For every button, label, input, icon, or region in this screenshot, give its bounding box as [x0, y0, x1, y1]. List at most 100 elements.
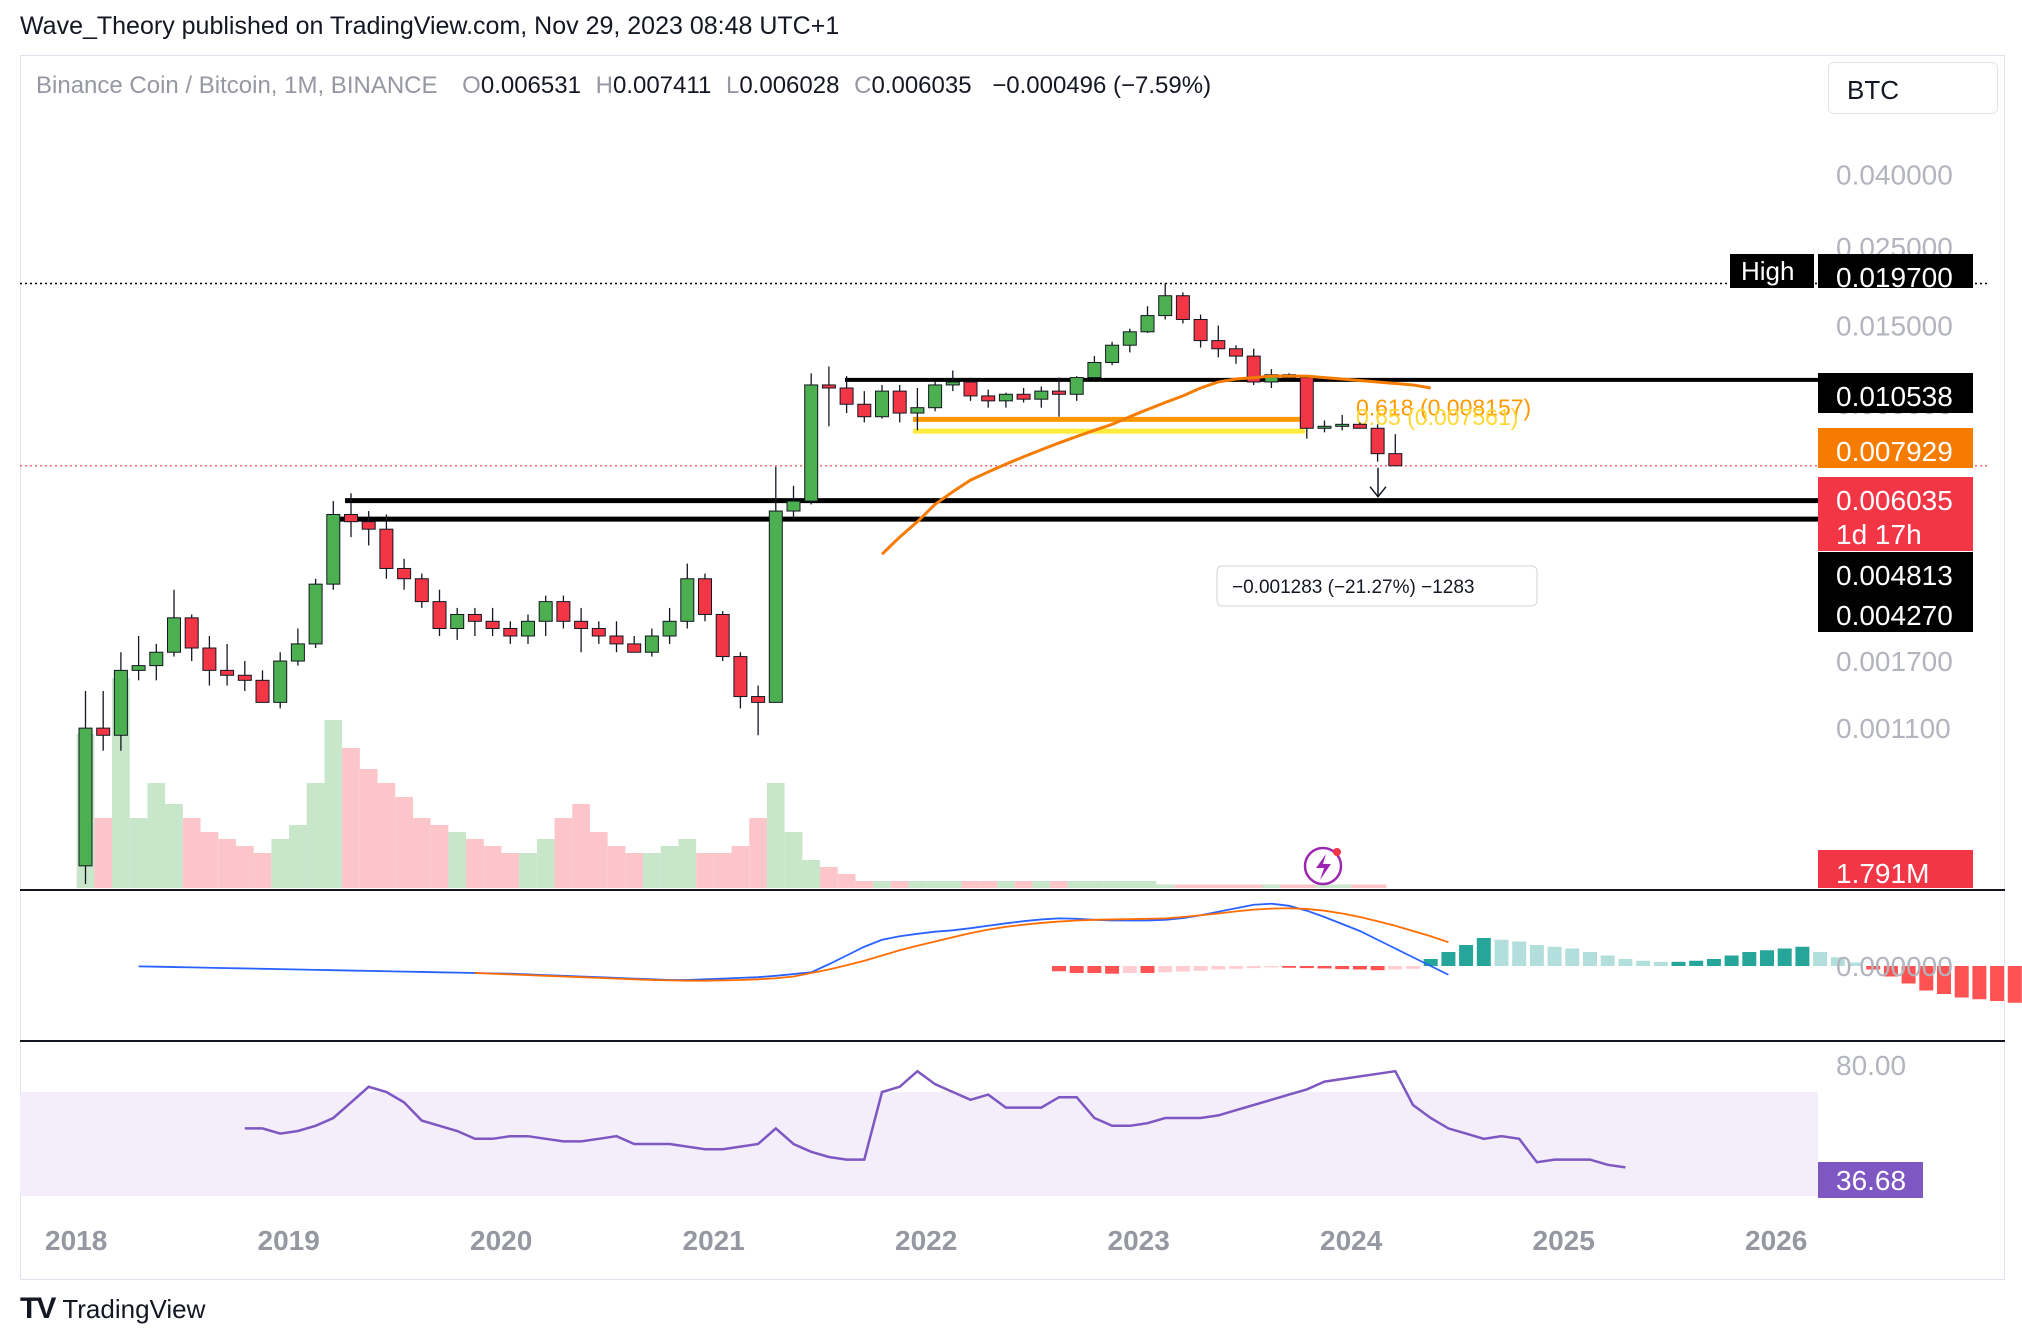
rsi-axis-label: 80.00: [1836, 1050, 1906, 1081]
candle-down: [857, 403, 872, 418]
current-price-badge: 1d 17h: [1836, 519, 1922, 550]
chart-frame: [20, 55, 2005, 1280]
candle-down: [591, 627, 606, 637]
volume-bar: [1209, 884, 1228, 888]
volume-bar: [1014, 881, 1033, 888]
candle-down: [397, 567, 412, 580]
volume-bar: [501, 853, 520, 888]
volume-bar: [342, 748, 360, 888]
candle-down: [1175, 295, 1190, 320]
candle-up: [1034, 390, 1049, 400]
macd-histogram-bar: [1653, 961, 1668, 966]
macd-signal-line: [474, 907, 1449, 982]
candle-down: [574, 620, 589, 629]
candle-down: [202, 647, 217, 671]
candle-up: [1105, 344, 1120, 363]
volume-bar: [696, 853, 714, 888]
volume-bar: [678, 839, 697, 888]
candle-up: [1317, 425, 1332, 429]
macd-histogram-bar: [1689, 960, 1704, 966]
volume-bar: [731, 846, 750, 888]
currency-button[interactable]: BTC: [1828, 62, 1998, 114]
candle-up: [1122, 331, 1137, 346]
macd-histogram-bar: [1175, 966, 1190, 972]
macd-histogram-bar: [1760, 950, 1774, 966]
high-label: H: [595, 72, 613, 99]
time-axis-label: 2024: [1320, 1225, 1383, 1256]
volume-bar: [412, 818, 431, 888]
volume-bar: [306, 783, 325, 888]
macd-histogram-bar: [1370, 966, 1385, 971]
resistance-badge-bg: [1818, 373, 1973, 413]
volume-bar: [784, 832, 803, 888]
price-axis-label: 0.015000: [1836, 311, 1953, 342]
candle-up: [768, 510, 783, 703]
volume-bar: [448, 832, 467, 888]
macd-histogram-bar: [1388, 966, 1403, 970]
volume-bar: [147, 783, 166, 888]
candle-down: [1352, 423, 1367, 429]
volume-badge: 1.791M: [1836, 858, 1929, 889]
high-tag: High: [1741, 256, 1794, 286]
candle-up: [945, 381, 960, 386]
candle-down: [1299, 377, 1314, 429]
volume-bar: [1138, 881, 1157, 888]
macd-histogram-bar: [1830, 957, 1845, 966]
volume-bar: [572, 804, 590, 888]
time-axis-label: 2022: [895, 1225, 957, 1256]
macd-histogram-bar: [1335, 966, 1350, 970]
current-price-badge: 0.006035: [1836, 485, 1953, 516]
volume-bar: [979, 881, 998, 888]
candle-down: [715, 613, 730, 658]
support2-badge: 0.004270: [1836, 600, 1953, 631]
close-value: 0.006035: [871, 72, 972, 99]
candle-up: [1158, 295, 1173, 317]
candle-down: [751, 696, 766, 703]
macd-histogram-bar: [1937, 966, 1951, 994]
candle-up: [149, 651, 164, 667]
support1-badge: 0.004813: [1836, 560, 1953, 591]
volume-bar: [820, 867, 838, 888]
candle-up: [662, 620, 677, 637]
price-axis-label: 0.040000: [1836, 159, 1953, 190]
volume-bar: [483, 846, 502, 888]
candle-up: [786, 500, 801, 512]
candle-up: [910, 407, 925, 414]
volume-bar: [1368, 884, 1387, 888]
rsi-value-badge: 36.68: [1836, 1165, 1906, 1196]
macd-histogram-bar: [1406, 966, 1420, 969]
volume-bar: [1262, 884, 1281, 888]
candle-down: [1246, 355, 1261, 383]
volume-bar: [855, 881, 874, 888]
macd-histogram-bar: [1583, 952, 1597, 966]
volume-bar: [802, 860, 821, 888]
candle-down: [1370, 427, 1385, 455]
symbol-name[interactable]: Binance Coin / Bitcoin, 1M, BINANCE: [36, 72, 438, 99]
candle-down: [255, 679, 270, 703]
fib-65-label: 0.65 (0.007561): [1356, 404, 1518, 430]
candle-down: [237, 674, 252, 681]
open-value: 0.006531: [480, 72, 581, 99]
volume-bar: [536, 839, 555, 888]
time-axis-label: 2019: [258, 1225, 320, 1256]
candle-down: [892, 390, 907, 414]
volume-badge-bg: [1818, 850, 1973, 888]
macd-histogram-bar: [1211, 966, 1226, 970]
macd-histogram-bar: [1441, 952, 1456, 966]
macd-axis-label: 0.000000: [1836, 951, 1953, 982]
candle-up: [131, 665, 146, 671]
macd-histogram-bar: [1600, 955, 1615, 966]
volume-bar: [713, 853, 732, 888]
brand[interactable]: TV TradingView: [20, 1292, 205, 1326]
candle-down: [1388, 453, 1403, 467]
volume-bar: [873, 881, 891, 888]
volume-bar: [165, 804, 183, 888]
macd-histogram-bar: [1494, 939, 1509, 966]
macd-histogram-bar: [1636, 960, 1651, 966]
macd-histogram-bar: [1954, 966, 1969, 998]
volume-bar: [430, 825, 449, 888]
volume-bar: [643, 853, 661, 888]
macd-histogram-bar: [1317, 966, 1332, 969]
brand-name: TradingView: [62, 1293, 206, 1324]
